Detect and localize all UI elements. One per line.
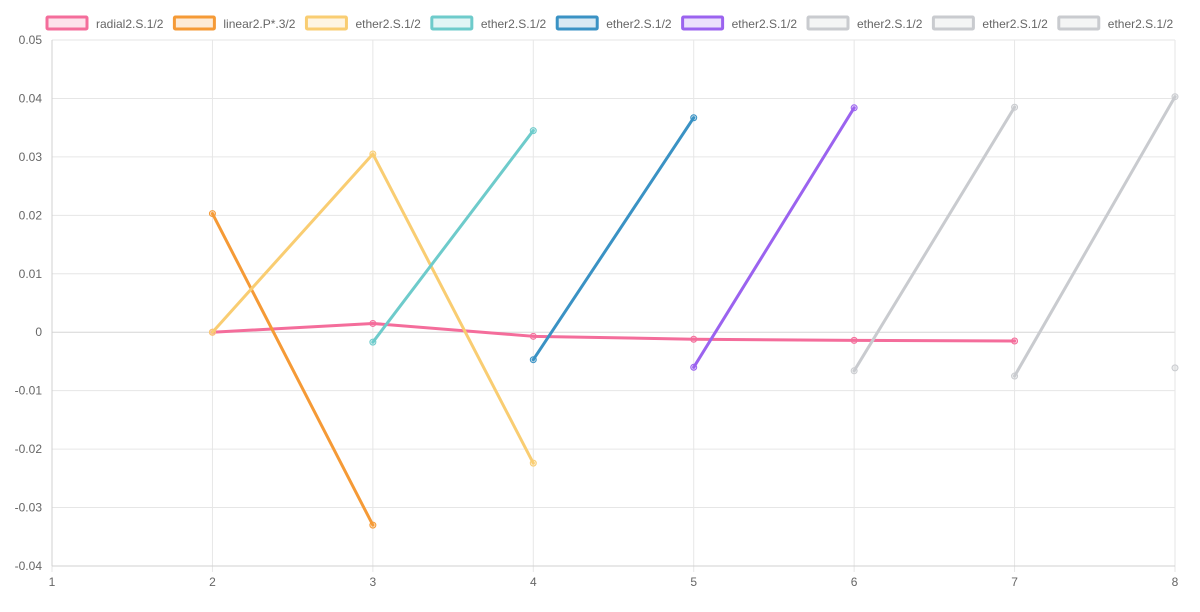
legend-item[interactable]: ether2.S.1/2 [806,15,923,31]
series-2 [208,210,377,529]
y-tick-label: -0.01 [15,384,43,398]
data-point[interactable] [850,104,858,112]
legend-item[interactable]: linear2.P*.3/2 [172,15,296,31]
legend-item[interactable]: ether2.S.1/2 [430,15,547,31]
data-point[interactable] [529,332,537,340]
x-tick-label: 2 [209,575,216,589]
series-line [210,152,535,465]
data-point[interactable] [369,338,377,346]
series-lines [208,93,1179,529]
legend-label: ether2.S.1/2 [355,17,421,31]
series-line [210,321,1017,343]
data-point[interactable] [529,356,537,364]
data-point[interactable] [690,363,698,371]
legend-label: linear2.P*.3/2 [223,17,295,31]
series-line [692,106,856,369]
y-tick-label: 0.02 [19,208,43,222]
data-point[interactable] [369,521,377,529]
legend: radial2.S.1/2 linear2.P*.3/2 ether2.S.1/2 e… [45,15,1174,31]
y-tick-label: 0.03 [19,150,43,164]
legend-item[interactable]: ether2.S.1/2 [1057,15,1174,31]
x-tick-label: 1 [49,575,56,589]
data-point[interactable] [208,328,216,336]
x-tick-label: 6 [851,575,858,589]
series-7 [850,103,1019,375]
series-line [210,212,375,527]
series-line [531,116,696,362]
data-point[interactable] [208,210,216,218]
legend-item[interactable]: radial2.S.1/2 [45,15,164,31]
data-point[interactable] [369,319,377,327]
x-tick-label: 7 [1011,575,1018,589]
legend-label: ether2.S.1/2 [1108,17,1174,31]
data-point[interactable] [529,127,537,135]
legend-label: ether2.S.1/2 [732,17,798,31]
legend-label: ether2.S.1/2 [982,17,1048,31]
y-tick-label: 0 [35,325,42,339]
legend-item[interactable]: ether2.S.1/2 [931,15,1048,31]
x-tick-label: 3 [370,575,377,589]
y-tick-label: 0.04 [19,91,43,105]
series-8 [1011,93,1179,380]
series-4 [369,127,537,346]
series-line [1013,95,1177,378]
data-point[interactable] [690,335,698,343]
series-line [852,105,1017,373]
y-tick-label: -0.04 [15,559,43,573]
data-point[interactable] [1171,364,1179,372]
legend-swatch [931,15,975,31]
legend-label: radial2.S.1/2 [96,17,164,31]
series-9 [1171,364,1179,372]
data-point[interactable] [850,367,858,375]
legend-item[interactable]: ether2.S.1/2 [555,15,672,31]
data-point[interactable] [529,459,537,467]
y-tick-label: 0.05 [19,33,43,47]
data-point[interactable] [1171,93,1179,101]
x-axis-ticks: 1 2 3 4 5 6 7 8 [49,575,1179,589]
x-tick-label: 4 [530,575,537,589]
data-point[interactable] [1011,372,1019,380]
legend-label: ether2.S.1/2 [481,17,547,31]
series-3 [208,150,537,467]
data-point[interactable] [369,150,377,158]
legend-swatch [45,15,89,31]
legend-swatch [172,15,216,31]
x-tick-label: 8 [1172,575,1179,589]
y-tick-label: 0.01 [19,267,43,281]
legend-swatch [430,15,474,31]
legend-label: ether2.S.1/2 [857,17,923,31]
legend-label: ether2.S.1/2 [606,17,672,31]
legend-swatch [304,15,348,31]
data-point[interactable] [1011,337,1019,345]
y-tick-label: -0.02 [15,442,43,456]
data-point[interactable] [1011,103,1019,111]
series-6 [690,104,858,371]
data-point[interactable] [850,336,858,344]
x-tick-label: 5 [690,575,697,589]
data-point[interactable] [690,114,698,122]
legend-swatch [555,15,599,31]
series-line [371,129,535,344]
y-tick-label: -0.03 [15,501,43,515]
y-axis-ticks: 0.05 0.04 0.03 0.02 0.01 0 -0.01 -0.02 -0.03 -0.0… [15,33,43,573]
legend-item[interactable]: ether2.S.1/2 [681,15,798,31]
legend-swatch [806,15,850,31]
series-5 [529,114,698,364]
legend-swatch [681,15,725,31]
legend-swatch [1057,15,1101,31]
legend-item[interactable]: ether2.S.1/2 [304,15,421,31]
